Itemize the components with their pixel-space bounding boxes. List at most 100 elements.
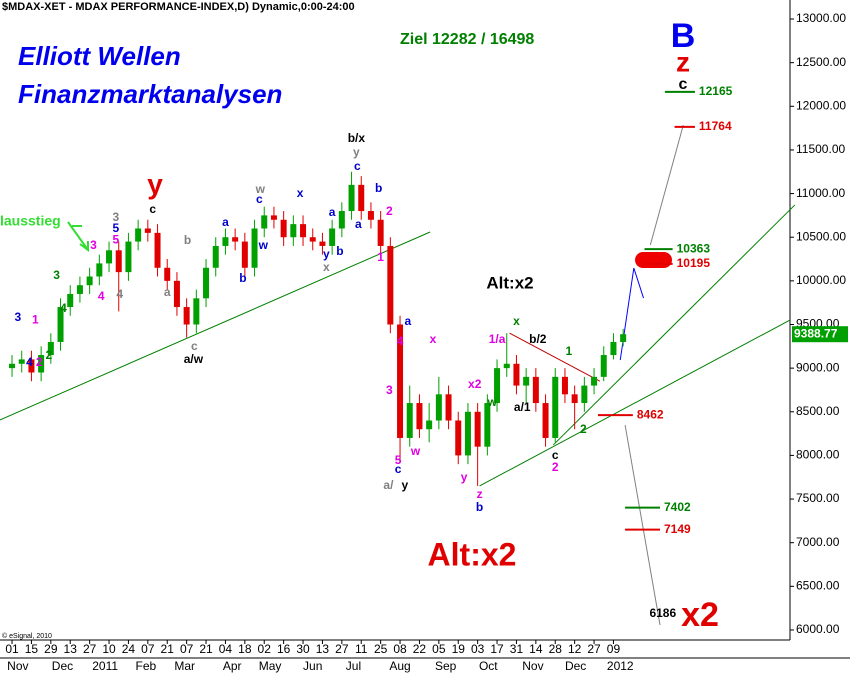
y-tick-label: 9000.00 [796,360,840,374]
candle-body [426,420,433,430]
x-tick-label: 27 [83,642,97,656]
candle-body [329,228,336,246]
candle-body [222,237,229,246]
candle-body [484,403,491,447]
chart-title: $MDAX-XET - MDAX PERFORMANCE-INDEX,D) Dy… [2,1,355,13]
x-tick-label: 25 [374,642,388,656]
candle-body [67,293,74,308]
target-label: 11764 [699,119,732,133]
x-tick-label: 29 [44,642,58,656]
candle-body [377,219,384,246]
wave-label: y [323,247,330,261]
wave-label: a [355,217,362,231]
x-tick-label: 16 [277,642,291,656]
wave-label: 3 [90,238,97,252]
candle-body [581,385,588,404]
heading: Elliott Wellen [18,41,181,71]
candle-body [280,219,287,238]
y-tick-label: 11500.00 [796,142,845,156]
y-tick-label: 10500.00 [796,229,846,243]
candle-body [232,237,239,242]
month-label: Mar [174,659,195,673]
x-tick-label: 21 [199,642,213,656]
wave-label: 2 [36,355,43,369]
wave-label: c [256,192,263,206]
x-tick-label: 13 [64,642,78,656]
wave-label: y [461,470,468,484]
month-label: May [259,659,282,673]
y-tick-label: 12000.00 [796,98,846,112]
candle-body [571,394,578,404]
target-zone [635,252,672,268]
wave-label: b [336,244,343,258]
wave-label: a/ [383,478,394,492]
y-tick-label: 7000.00 [796,535,840,549]
candle-body [115,250,122,273]
target-label: 10195 [677,256,711,270]
target-label: 6186 [649,606,676,620]
x-tick-label: 31 [510,642,524,656]
candle-body [173,280,180,308]
candle-body [561,376,568,395]
wave-label: x [513,314,520,328]
wave-label: y [147,168,163,199]
x-tick-label: 10 [102,642,116,656]
target-label: 8462 [637,407,664,421]
y-tick-label: 6500.00 [796,578,840,592]
month-label: Sep [435,659,457,673]
y-tick-label: 11000.00 [796,186,845,200]
candle-body [38,355,45,373]
candle-body [154,232,161,268]
y-tick-label: 10000.00 [796,273,846,287]
x-tick-label: 03 [471,642,485,656]
wave-label: c [191,339,198,353]
wave-label: 3 [15,310,22,324]
x-tick-label: 27 [587,642,601,656]
candle-body [600,355,607,377]
wave-label: y [402,478,409,492]
candle-body [270,215,277,220]
month-label: Aug [389,659,410,673]
wave-label: 2 [580,422,587,436]
wave-label: 4 [26,355,33,369]
arrow [67,221,89,252]
y-tick-label: 13000.00 [796,11,846,25]
y-tick-label: 7500.00 [796,491,840,505]
wave-label: x [430,332,437,346]
x-tick-label: 15 [25,642,39,656]
x-tick-label: 11 [355,642,368,656]
wave-label: b [375,181,382,195]
candle-body [261,215,268,229]
x-tick-label: 12 [568,642,582,656]
x-tick-label: 04 [219,642,233,656]
month-label: Apr [223,659,242,673]
candle-body [503,363,510,369]
wave-label: y [353,145,360,159]
x-tick-label: 07 [180,642,194,656]
month-label: Feb [136,659,157,673]
x-tick-label: 18 [238,642,252,656]
candle-body [300,224,307,238]
month-label: Nov [7,659,28,673]
x-tick-label: 02 [258,642,272,656]
candle-body [542,403,549,438]
trend-line [0,231,431,421]
candle-body [203,267,210,299]
wave-label: w [487,395,498,409]
wave-label: 2 [46,348,53,362]
candle-body [9,363,16,369]
wave-label: 5 [395,453,402,467]
wave-label: 3 [386,383,393,397]
target-note: Ziel 12282 / 16498 [400,31,534,48]
wave-label: 4 [116,287,123,301]
candle-body [358,184,365,212]
trend-line [552,204,796,446]
candle-body [406,403,413,438]
x-tick-label: 01 [5,642,19,656]
candle-body [552,376,559,438]
x-tick-label: 14 [529,642,543,656]
month-label: Dec [52,659,73,673]
candle-body [135,228,142,242]
wave-label: 1 [377,250,384,264]
wave-label: b/2 [529,332,547,346]
